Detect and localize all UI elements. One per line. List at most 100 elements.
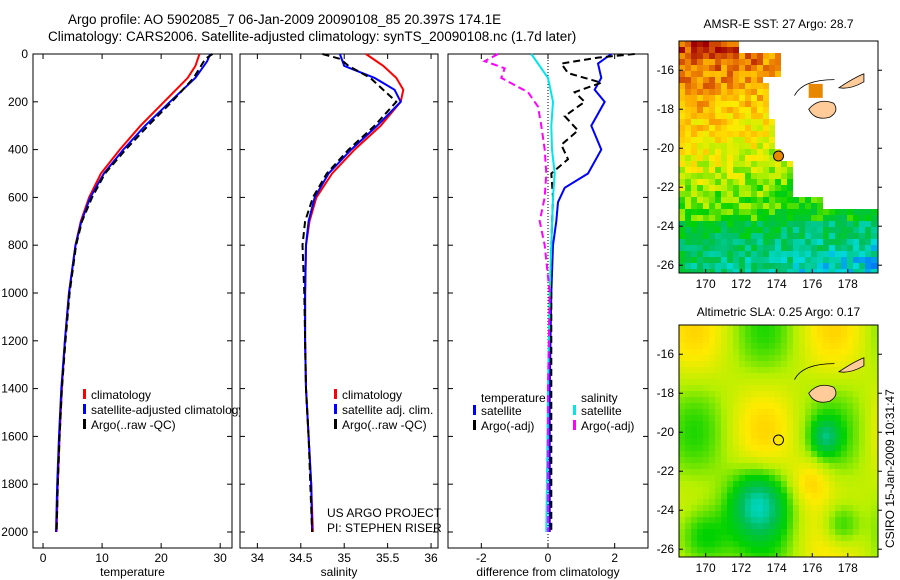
map-cell <box>709 361 715 367</box>
map-cell <box>805 221 811 227</box>
map-cell <box>745 433 751 439</box>
map-cell <box>745 209 751 215</box>
map-cell <box>769 143 775 149</box>
map-cell <box>709 245 715 251</box>
map-cell <box>739 517 745 523</box>
map-cell <box>859 517 865 523</box>
map-cell <box>691 125 697 131</box>
map-cell <box>745 167 751 173</box>
map-cell <box>697 59 703 65</box>
map-cell <box>727 433 733 439</box>
map-cell <box>727 523 733 529</box>
map-cell <box>823 403 829 409</box>
map-cell <box>787 433 793 439</box>
map-cell <box>829 433 835 439</box>
map-cell <box>727 505 733 511</box>
map-cell <box>697 415 703 421</box>
map-cell <box>739 191 745 197</box>
map-cell <box>679 233 685 239</box>
map-cell <box>727 553 733 557</box>
map-cell <box>733 547 739 553</box>
map-cell <box>697 131 703 137</box>
map-cell <box>847 481 853 487</box>
map-cell <box>757 505 763 511</box>
map-cell <box>745 191 751 197</box>
map-cell <box>841 553 847 557</box>
map-cell <box>811 427 817 433</box>
map-cell <box>739 263 745 269</box>
map-cell <box>703 53 709 59</box>
map-cell <box>817 355 823 361</box>
map-cell <box>799 547 805 553</box>
map-cell <box>763 433 769 439</box>
map-cell <box>793 397 799 403</box>
map-cell <box>709 421 715 427</box>
map-cell <box>853 391 859 397</box>
map-cell <box>829 499 835 505</box>
map-cell <box>691 475 697 481</box>
map-cell <box>781 227 787 233</box>
map-cell <box>757 337 763 343</box>
map-cell <box>751 463 757 469</box>
series-line-temperature-satellite <box>548 53 612 532</box>
map-cell <box>697 355 703 361</box>
map-cell <box>781 185 787 191</box>
map-cell <box>793 421 799 427</box>
map-cell <box>787 439 793 445</box>
map-cell <box>823 505 829 511</box>
y-tick-label: 1200 <box>1 334 28 348</box>
map-cell <box>841 475 847 481</box>
map-cell <box>757 349 763 355</box>
series-line-argo-raw-qc- <box>55 53 214 533</box>
y-tick-label: -24 <box>657 219 675 233</box>
map-cell <box>871 517 877 523</box>
map-cell <box>703 439 709 445</box>
map-cell <box>853 517 859 523</box>
map-cell <box>715 173 721 179</box>
map-cell <box>715 191 721 197</box>
map-cell <box>769 385 775 391</box>
map-cell <box>799 409 805 415</box>
map-cell <box>679 167 685 173</box>
map-cell <box>751 167 757 173</box>
map-cell <box>799 257 805 263</box>
y-tick-label: -20 <box>657 141 675 155</box>
map-cell <box>781 269 787 273</box>
map-cell <box>697 179 703 185</box>
map-cell <box>697 331 703 337</box>
map-cell <box>679 191 685 197</box>
map-cell <box>745 391 751 397</box>
map-cell <box>733 191 739 197</box>
map-cell <box>679 325 685 331</box>
map-cell <box>871 239 877 245</box>
map-cell <box>721 469 727 475</box>
map-cell <box>811 227 817 233</box>
map-cell <box>763 185 769 191</box>
map-cell <box>721 391 727 397</box>
map-cell <box>787 179 793 185</box>
map-cell <box>775 269 781 273</box>
map-cell <box>739 143 745 149</box>
map-cell <box>865 385 871 391</box>
map-cell <box>757 143 763 149</box>
map-cell <box>697 553 703 557</box>
map-cell <box>757 65 763 71</box>
map-cell <box>757 185 763 191</box>
map-cell <box>721 355 727 361</box>
map-cell <box>781 179 787 185</box>
map-cell <box>805 505 811 511</box>
map-cell <box>805 367 811 373</box>
map-cell <box>691 445 697 451</box>
map-cell <box>745 137 751 143</box>
map-cell <box>763 337 769 343</box>
map-cell <box>691 421 697 427</box>
map-cell <box>691 269 697 273</box>
map-cell <box>871 451 877 457</box>
map-cell <box>805 517 811 523</box>
map-cell <box>709 445 715 451</box>
map-cell <box>799 403 805 409</box>
map-cell <box>709 215 715 221</box>
map-cell <box>715 469 721 475</box>
map-cell <box>865 427 871 433</box>
map-cell <box>727 385 733 391</box>
